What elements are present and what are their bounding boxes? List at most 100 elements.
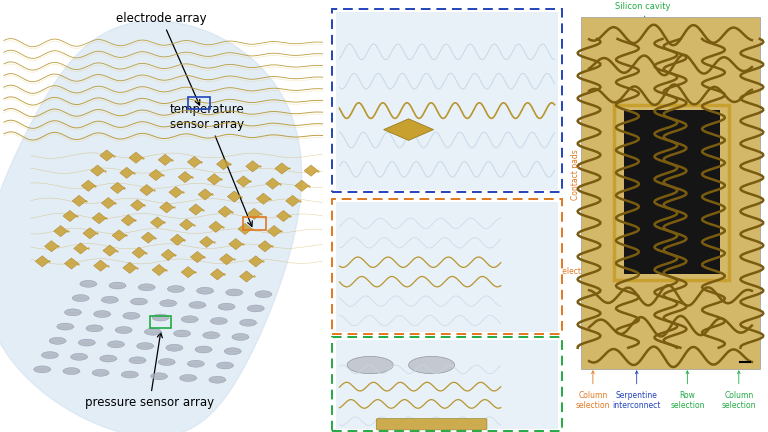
Polygon shape	[131, 200, 144, 211]
Ellipse shape	[203, 332, 220, 339]
Text: Serpentine
interconnect: Serpentine interconnect	[613, 391, 660, 410]
Polygon shape	[286, 195, 300, 206]
Polygon shape	[170, 234, 184, 245]
Polygon shape	[160, 202, 174, 213]
Ellipse shape	[57, 323, 74, 330]
Ellipse shape	[347, 356, 393, 374]
Polygon shape	[227, 191, 241, 202]
Text: Contact pads: Contact pads	[571, 149, 580, 200]
Ellipse shape	[226, 289, 243, 296]
Polygon shape	[112, 230, 126, 241]
Ellipse shape	[131, 298, 147, 305]
Polygon shape	[54, 226, 68, 237]
Ellipse shape	[217, 362, 233, 369]
Ellipse shape	[255, 291, 272, 298]
Polygon shape	[152, 264, 166, 276]
Ellipse shape	[108, 341, 124, 348]
Text: Column
selection: Column selection	[576, 391, 610, 410]
Polygon shape	[220, 254, 233, 265]
Text: P4: P4	[530, 367, 554, 380]
Ellipse shape	[78, 339, 95, 346]
Polygon shape	[304, 165, 318, 176]
Ellipse shape	[80, 280, 97, 287]
Ellipse shape	[240, 319, 257, 326]
Ellipse shape	[209, 376, 226, 383]
Polygon shape	[180, 219, 194, 230]
Text: T4: T4	[530, 259, 554, 272]
Ellipse shape	[123, 312, 140, 319]
Bar	[624, 110, 720, 274]
Ellipse shape	[49, 337, 66, 344]
Polygon shape	[238, 223, 252, 235]
Ellipse shape	[181, 316, 198, 323]
Text: Exposed gold: Exposed gold	[607, 235, 664, 276]
Ellipse shape	[189, 302, 206, 308]
Text: pressure sensor array: pressure sensor array	[85, 333, 214, 409]
Text: electrode array: electrode array	[116, 12, 207, 105]
Polygon shape	[247, 208, 261, 219]
Polygon shape	[129, 152, 143, 163]
Text: P8: P8	[530, 407, 554, 420]
FancyBboxPatch shape	[336, 202, 558, 332]
Polygon shape	[275, 163, 289, 174]
Polygon shape	[92, 213, 106, 224]
Polygon shape	[246, 161, 260, 172]
Polygon shape	[276, 210, 290, 222]
Text: E3: E3	[530, 108, 554, 121]
Polygon shape	[240, 271, 253, 282]
Polygon shape	[198, 189, 212, 200]
Bar	[581, 17, 760, 369]
Polygon shape	[295, 180, 309, 191]
Text: P3: P3	[530, 359, 554, 372]
Ellipse shape	[151, 373, 167, 380]
Polygon shape	[72, 195, 86, 206]
Polygon shape	[189, 204, 203, 215]
Ellipse shape	[224, 348, 241, 355]
Polygon shape	[74, 243, 88, 254]
Polygon shape	[81, 180, 95, 191]
Polygon shape	[151, 217, 164, 228]
Ellipse shape	[63, 368, 80, 375]
Polygon shape	[35, 256, 49, 267]
Ellipse shape	[115, 327, 132, 334]
Ellipse shape	[41, 352, 58, 359]
FancyBboxPatch shape	[336, 340, 558, 429]
Polygon shape	[149, 169, 163, 181]
Text: P6: P6	[530, 385, 554, 398]
Polygon shape	[100, 150, 114, 161]
Polygon shape	[121, 215, 135, 226]
Polygon shape	[123, 262, 137, 273]
FancyBboxPatch shape	[376, 419, 487, 430]
Ellipse shape	[166, 344, 183, 351]
Ellipse shape	[100, 355, 117, 362]
Polygon shape	[218, 206, 232, 217]
Ellipse shape	[197, 287, 214, 294]
Polygon shape	[178, 172, 192, 183]
Polygon shape	[83, 228, 97, 239]
Polygon shape	[111, 182, 124, 194]
Polygon shape	[181, 267, 195, 278]
Polygon shape	[257, 193, 270, 204]
Ellipse shape	[152, 314, 169, 321]
Text: T3: T3	[530, 242, 554, 255]
Polygon shape	[158, 154, 172, 165]
Ellipse shape	[144, 328, 161, 335]
Polygon shape	[190, 251, 204, 263]
Ellipse shape	[92, 369, 109, 376]
Text: P7: P7	[530, 395, 554, 408]
Ellipse shape	[109, 282, 126, 289]
Ellipse shape	[187, 360, 204, 367]
Ellipse shape	[232, 334, 249, 340]
Text: P2: P2	[530, 350, 554, 363]
Ellipse shape	[129, 357, 146, 364]
Ellipse shape	[34, 366, 51, 373]
Text: temperature
sensor array: temperature sensor array	[170, 103, 253, 226]
Polygon shape	[140, 184, 154, 196]
Polygon shape	[63, 210, 77, 222]
FancyBboxPatch shape	[332, 337, 562, 431]
Ellipse shape	[158, 359, 175, 365]
FancyBboxPatch shape	[336, 12, 558, 190]
Polygon shape	[237, 176, 250, 187]
Polygon shape	[103, 245, 117, 256]
Polygon shape	[384, 119, 433, 140]
